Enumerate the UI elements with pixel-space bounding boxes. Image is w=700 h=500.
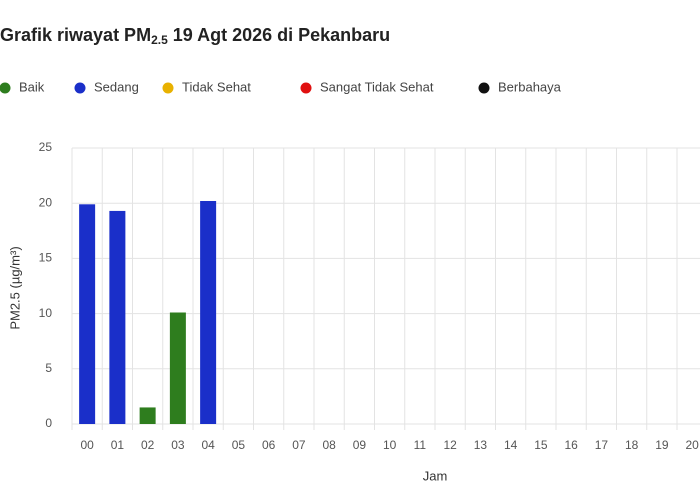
x-axis-title: Jam bbox=[423, 468, 448, 483]
legend-marker bbox=[162, 82, 174, 94]
x-tick-label: 04 bbox=[201, 438, 215, 452]
chart-title: Grafik riwayat PM2.5 19 Agt 2026 di Peka… bbox=[0, 25, 390, 47]
bar bbox=[200, 200, 217, 424]
x-tick-label: 01 bbox=[111, 438, 125, 452]
y-tick-label: 0 bbox=[45, 416, 52, 430]
x-tick-label: 16 bbox=[564, 438, 578, 452]
legend-label: Sedang bbox=[94, 79, 139, 94]
legend-label: Sangat Tidak Sehat bbox=[320, 79, 434, 94]
y-tick-label: 5 bbox=[45, 361, 52, 375]
x-tick-label: 19 bbox=[655, 438, 669, 452]
y-tick-label: 15 bbox=[39, 251, 53, 265]
legend-label: Baik bbox=[19, 79, 45, 94]
legend-label: Berbahaya bbox=[498, 79, 562, 94]
legend-label: Tidak Sehat bbox=[182, 79, 251, 94]
x-tick-label: 05 bbox=[232, 438, 246, 452]
x-tick-label: 15 bbox=[534, 438, 548, 452]
legend-marker bbox=[300, 82, 312, 94]
x-tick-label: 02 bbox=[141, 438, 155, 452]
x-tick-label: 03 bbox=[171, 438, 185, 452]
legend-marker bbox=[478, 82, 490, 94]
bar bbox=[139, 407, 156, 424]
x-tick-label: 10 bbox=[383, 438, 397, 452]
x-tick-label: 08 bbox=[322, 438, 336, 452]
y-tick-label: 10 bbox=[39, 306, 53, 320]
x-tick-label: 12 bbox=[443, 438, 457, 452]
x-tick-label: 09 bbox=[353, 438, 367, 452]
x-tick-label: 07 bbox=[292, 438, 306, 452]
title-rest: 19 Agt 2026 di Pekanbaru bbox=[168, 25, 390, 45]
bar bbox=[79, 204, 96, 424]
bar bbox=[169, 312, 186, 424]
x-tick-label: 00 bbox=[80, 438, 94, 452]
y-axis-title: PM2.5 (µg/m³) bbox=[7, 246, 22, 329]
x-tick-label: 18 bbox=[625, 438, 639, 452]
x-tick-label: 11 bbox=[414, 438, 427, 452]
x-tick-label: 14 bbox=[504, 438, 518, 452]
title-sub: 2.5 bbox=[151, 33, 168, 47]
x-tick-label: 13 bbox=[474, 438, 488, 452]
x-tick-label: 06 bbox=[262, 438, 276, 452]
legend-marker bbox=[74, 82, 86, 94]
x-tick-label: 20 bbox=[685, 438, 699, 452]
y-tick-label: 25 bbox=[39, 140, 53, 154]
legend-marker bbox=[0, 82, 11, 94]
x-tick-label: 17 bbox=[595, 438, 609, 452]
title-main: Grafik riwayat PM bbox=[0, 25, 151, 45]
y-tick-label: 20 bbox=[39, 195, 53, 209]
bar bbox=[109, 210, 126, 424]
